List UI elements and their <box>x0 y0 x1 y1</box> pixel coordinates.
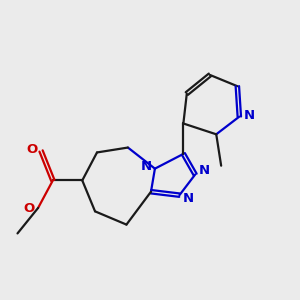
Text: O: O <box>24 202 35 215</box>
Text: N: N <box>198 164 209 177</box>
Text: N: N <box>244 109 255 122</box>
Text: O: O <box>27 142 38 155</box>
Text: N: N <box>140 160 152 173</box>
Text: N: N <box>183 192 194 205</box>
